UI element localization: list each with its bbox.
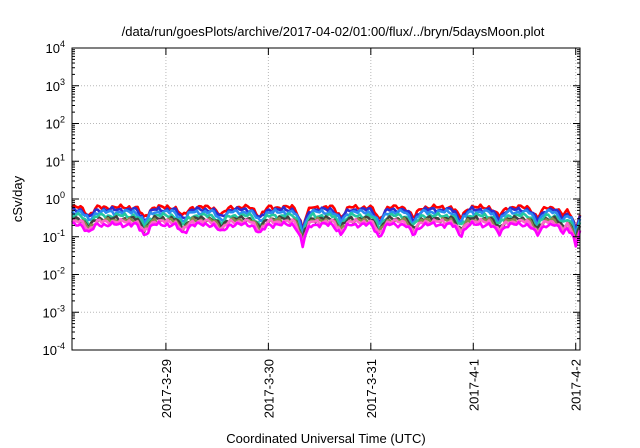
y-tick-label: 10-2 [43,266,65,283]
y-tick-exponent: 1 [60,152,65,162]
x-axis-label: Coordinated Universal Time (UTC) [226,431,425,446]
chart-title: /data/run/goesPlots/archive/2017-04-02/0… [122,24,545,39]
y-axis-label: cSv/day [10,175,25,222]
y-tick-exponent: -4 [57,341,65,351]
y-tick-exponent: 4 [60,39,65,49]
y-tick-exponent: 0 [60,190,65,200]
series-group [71,203,582,249]
y-tick-exponent: -2 [57,266,65,276]
y-tick-base: 10 [43,305,57,320]
x-ticks: 2017-3-29 2017-3-30 2017-3-31 2017-4-1 2017-… [159,48,584,418]
y-tick-label: 103 [46,77,65,94]
y-tick-exponent: 2 [60,115,65,125]
y-tick-base: 10 [43,343,57,358]
x-tick-label: 2017-4-1 [466,359,481,411]
y-tick-base: 10 [46,79,60,94]
y-tick-label: 10-1 [43,228,65,245]
y-tick-exponent: -3 [57,303,65,313]
y-tick-base: 10 [46,154,60,169]
y-tick-label: 10-3 [43,303,65,320]
grid [72,48,580,350]
y-tick-label: 100 [46,190,65,207]
series-line [71,220,582,249]
x-tick-label: 2017-3-30 [261,359,276,418]
y-tick-label: 104 [46,39,65,56]
y-tick-base: 10 [46,117,60,132]
y-tick-base: 10 [46,41,60,56]
series-line [71,208,582,238]
y-tick-base: 10 [43,268,57,283]
y-tick-label: 101 [46,152,65,169]
y-tick-base: 10 [43,230,57,245]
y-tick-label: 10-4 [43,341,65,358]
x-tick-label: 2017-4-2 [569,359,584,411]
y-tick-exponent: -1 [57,228,65,238]
series-line [71,214,582,242]
y-tick-label: 102 [46,115,65,132]
series-line [71,205,582,234]
x-tick-label: 2017-3-29 [159,359,174,418]
y-tick-base: 10 [46,192,60,207]
x-tick-label: 2017-3-31 [364,359,379,418]
y-tick-exponent: 3 [60,77,65,87]
